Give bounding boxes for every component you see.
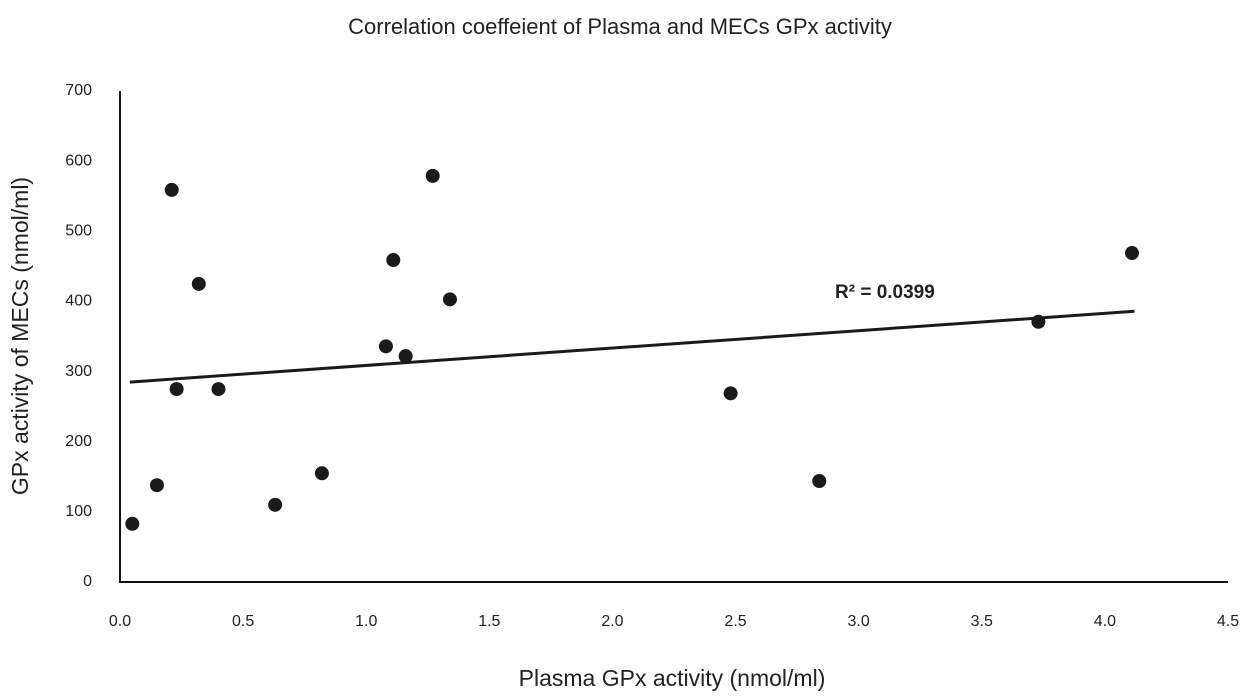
data-point [442, 292, 457, 307]
x-tick-label: 4.0 [1094, 613, 1116, 630]
data-point [812, 473, 827, 488]
data-point [125, 516, 140, 531]
y-tick-label: 200 [65, 433, 92, 450]
x-tick-label: 2.5 [724, 613, 746, 630]
y-tick-label: 700 [65, 82, 92, 99]
data-point [149, 478, 164, 493]
x-tick-label: 3.0 [848, 613, 870, 630]
data-point [723, 386, 738, 401]
x-tick-label: 2.0 [601, 613, 623, 630]
data-point [398, 349, 413, 364]
x-tick-label: 0.0 [109, 613, 131, 630]
y-tick-label: 600 [65, 152, 92, 169]
data-point [378, 339, 393, 354]
trendline [129, 309, 1135, 384]
x-tick-label: 1.5 [478, 613, 500, 630]
y-axis-title: GPx activity of MECs (nmol/ml) [7, 177, 33, 495]
y-tick-label: 100 [65, 503, 92, 520]
data-point [386, 253, 401, 268]
x-tick-label: 4.5 [1217, 613, 1239, 630]
data-point [1031, 314, 1046, 329]
x-tick-label: 1.0 [355, 613, 377, 630]
data-point [268, 497, 283, 512]
y-tick-label: 300 [65, 363, 92, 380]
x-axis-title: Plasma GPx activity (nmol/ml) [519, 665, 826, 691]
x-tick-label: 0.5 [232, 613, 254, 630]
y-tick-label: 500 [65, 223, 92, 240]
r-squared-annotation: R² = 0.0399 [835, 282, 935, 303]
x-tick-label: 3.5 [971, 613, 993, 630]
data-point [169, 382, 184, 397]
data-point [191, 276, 206, 291]
data-point [425, 168, 440, 183]
y-tick-label: 400 [65, 293, 92, 310]
chart-title: Correlation coeffeient of Plasma and MEC… [348, 14, 892, 39]
data-point [1124, 246, 1139, 261]
data-point [314, 466, 329, 481]
data-point [164, 182, 179, 197]
y-tick-label: 0 [83, 573, 92, 590]
data-point [211, 382, 226, 397]
